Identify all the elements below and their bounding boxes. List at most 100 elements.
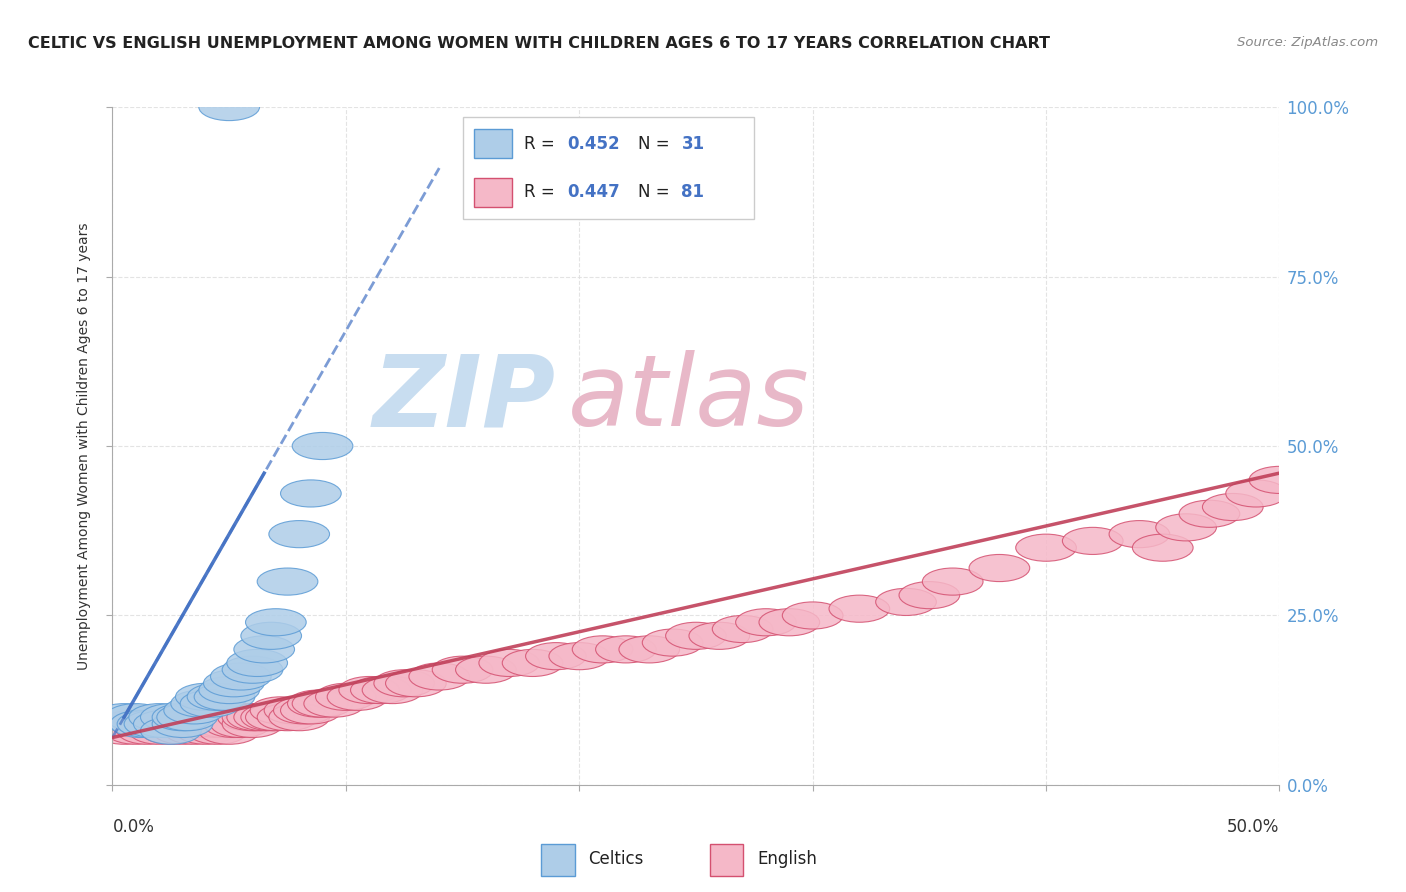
Ellipse shape — [218, 704, 278, 731]
Ellipse shape — [117, 717, 177, 744]
Ellipse shape — [619, 636, 679, 663]
Bar — [541, 844, 575, 876]
Ellipse shape — [689, 623, 749, 649]
Ellipse shape — [572, 636, 633, 663]
Ellipse shape — [187, 683, 247, 710]
Ellipse shape — [141, 710, 201, 738]
Ellipse shape — [264, 697, 325, 724]
Ellipse shape — [363, 676, 423, 704]
Ellipse shape — [292, 690, 353, 717]
Ellipse shape — [246, 704, 307, 731]
Ellipse shape — [281, 480, 342, 507]
Ellipse shape — [246, 608, 307, 636]
Ellipse shape — [211, 710, 271, 738]
Text: atlas: atlas — [568, 350, 810, 447]
Ellipse shape — [876, 589, 936, 615]
Ellipse shape — [198, 717, 260, 744]
Ellipse shape — [101, 710, 162, 738]
Ellipse shape — [456, 657, 516, 683]
Ellipse shape — [198, 676, 260, 704]
Ellipse shape — [222, 704, 283, 731]
Ellipse shape — [105, 704, 166, 731]
Bar — [474, 178, 512, 207]
Ellipse shape — [233, 636, 294, 663]
Ellipse shape — [1109, 521, 1170, 548]
Ellipse shape — [180, 710, 240, 738]
Text: 50.0%: 50.0% — [1227, 819, 1279, 837]
Ellipse shape — [713, 615, 773, 642]
Ellipse shape — [315, 683, 377, 710]
Ellipse shape — [94, 704, 155, 731]
Ellipse shape — [141, 717, 201, 744]
Ellipse shape — [1180, 500, 1240, 527]
Ellipse shape — [176, 683, 236, 710]
Ellipse shape — [385, 670, 446, 697]
Ellipse shape — [176, 710, 236, 738]
Ellipse shape — [240, 623, 301, 649]
Ellipse shape — [152, 710, 212, 738]
Text: Source: ZipAtlas.com: Source: ZipAtlas.com — [1237, 36, 1378, 49]
Text: N =: N = — [638, 184, 675, 202]
Text: English: English — [756, 849, 817, 868]
Ellipse shape — [226, 649, 287, 676]
Ellipse shape — [152, 717, 212, 744]
Ellipse shape — [257, 568, 318, 595]
Ellipse shape — [643, 629, 703, 657]
Text: 0.0%: 0.0% — [112, 819, 155, 837]
Ellipse shape — [117, 710, 177, 738]
Ellipse shape — [374, 670, 434, 697]
Ellipse shape — [134, 710, 194, 738]
Text: CELTIC VS ENGLISH UNEMPLOYMENT AMONG WOMEN WITH CHILDREN AGES 6 TO 17 YEARS CORR: CELTIC VS ENGLISH UNEMPLOYMENT AMONG WOM… — [28, 36, 1050, 51]
Text: 31: 31 — [682, 135, 704, 153]
Ellipse shape — [1015, 534, 1077, 561]
Ellipse shape — [526, 642, 586, 670]
Ellipse shape — [250, 697, 311, 724]
Ellipse shape — [172, 690, 232, 717]
Ellipse shape — [141, 717, 201, 744]
Ellipse shape — [409, 663, 470, 690]
Ellipse shape — [165, 697, 225, 724]
Ellipse shape — [194, 710, 254, 738]
Ellipse shape — [759, 608, 820, 636]
Text: 81: 81 — [682, 184, 704, 202]
Ellipse shape — [211, 663, 271, 690]
Ellipse shape — [141, 704, 201, 731]
Ellipse shape — [1202, 493, 1263, 521]
Ellipse shape — [1249, 467, 1310, 493]
Ellipse shape — [148, 710, 208, 738]
Ellipse shape — [204, 710, 264, 738]
Ellipse shape — [165, 710, 225, 738]
Text: Celtics: Celtics — [588, 849, 644, 868]
Ellipse shape — [339, 676, 399, 704]
Text: 0.447: 0.447 — [568, 184, 620, 202]
Ellipse shape — [830, 595, 890, 623]
Ellipse shape — [187, 710, 247, 738]
Ellipse shape — [194, 683, 254, 710]
Ellipse shape — [129, 704, 190, 731]
Ellipse shape — [502, 649, 562, 676]
Ellipse shape — [735, 608, 796, 636]
Ellipse shape — [157, 704, 218, 731]
Ellipse shape — [157, 710, 218, 738]
Ellipse shape — [548, 642, 610, 670]
Ellipse shape — [94, 717, 155, 744]
Ellipse shape — [176, 717, 236, 744]
Ellipse shape — [172, 710, 232, 738]
Ellipse shape — [152, 704, 212, 731]
FancyBboxPatch shape — [463, 117, 754, 219]
Text: R =: R = — [524, 135, 560, 153]
Text: ZIP: ZIP — [373, 350, 555, 447]
Ellipse shape — [105, 717, 166, 744]
Ellipse shape — [124, 710, 184, 738]
Ellipse shape — [240, 704, 301, 731]
Ellipse shape — [204, 670, 264, 697]
Ellipse shape — [117, 710, 177, 738]
Ellipse shape — [1156, 514, 1216, 541]
Ellipse shape — [257, 704, 318, 731]
Ellipse shape — [222, 710, 283, 738]
Bar — [474, 129, 512, 158]
Ellipse shape — [350, 676, 411, 704]
Text: 0.452: 0.452 — [568, 135, 620, 153]
Ellipse shape — [110, 710, 172, 738]
Ellipse shape — [226, 704, 287, 731]
